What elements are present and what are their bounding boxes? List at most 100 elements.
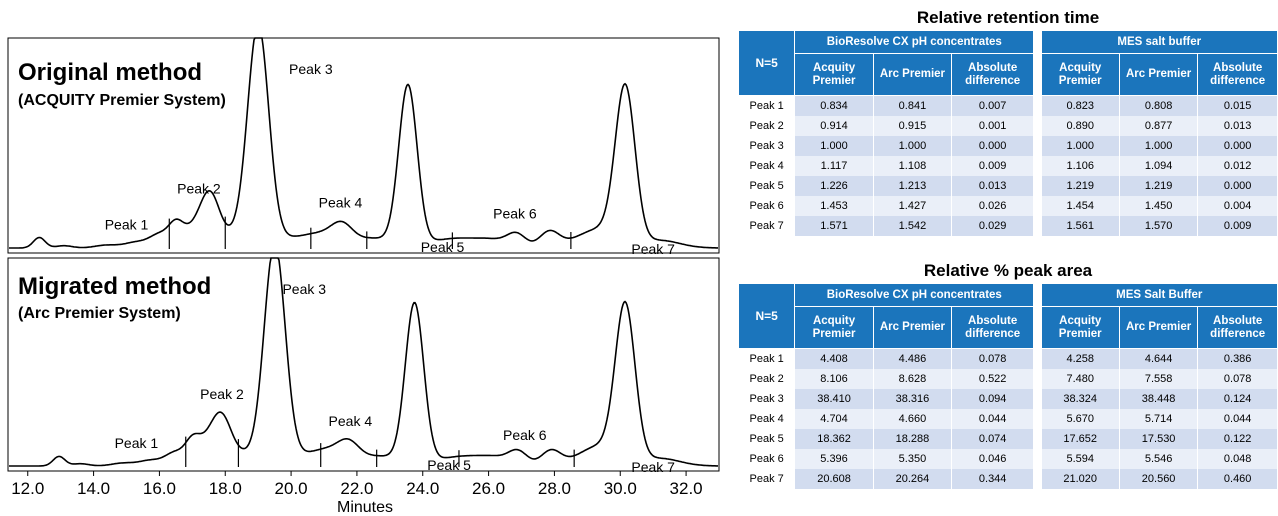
peak-label: Peak 1: [115, 435, 159, 451]
row-label: Peak 2: [737, 369, 796, 389]
table-cell: 4.704: [794, 409, 874, 429]
table-cell: 0.344: [951, 469, 1035, 489]
peak-label: Peak 7: [631, 459, 675, 475]
peak-label: Peak 6: [503, 427, 547, 443]
table-row: Peak 6 5.396 5.350 0.046 5.594 5.546 0.048: [737, 449, 1278, 469]
x-tick-label: 20.0: [275, 479, 308, 498]
row-label: Peak 7: [737, 469, 796, 489]
table-row: Peak 1 4.408 4.486 0.078 4.258 4.644 0.386: [737, 348, 1278, 369]
peak-label: Peak 6: [493, 205, 537, 221]
table-cell: 0.890: [1040, 116, 1120, 136]
chromatogram-trace: [9, 257, 718, 467]
table-cell: 4.258: [1040, 348, 1120, 369]
table-cell: 0.808: [1118, 95, 1199, 116]
panel-title-original: Original method: [18, 59, 202, 86]
table-corner: N=5: [737, 30, 796, 96]
table-cell: 0.048: [1197, 449, 1278, 469]
x-tick-label: 30.0: [604, 479, 637, 498]
x-tick-label: 28.0: [538, 479, 571, 498]
chromatogram-trace: [9, 37, 718, 249]
peak-area-table-block: Relative % peak area N=5 BioResolve CX p…: [737, 259, 1278, 489]
table-row: Peak 2 8.106 8.628 0.522 7.480 7.558 0.078: [737, 369, 1278, 389]
table-cell: 0.015: [1197, 95, 1278, 116]
peak-label: Peak 2: [177, 181, 221, 197]
table-cell: 38.448: [1118, 389, 1199, 409]
peak-label: Peak 4: [319, 194, 363, 210]
table-cell: 0.000: [1197, 136, 1278, 156]
table-cell: 5.546: [1118, 449, 1199, 469]
table-row: Peak 3 1.000 1.000 0.000 1.000 1.000 0.000: [737, 136, 1278, 156]
row-label: Peak 5: [737, 176, 796, 196]
table-cell: 0.000: [951, 136, 1035, 156]
table-cell: 0.078: [951, 348, 1035, 369]
table-cell: 0.044: [951, 409, 1035, 429]
table-cell: 17.652: [1040, 429, 1120, 449]
x-tick-label: 32.0: [670, 479, 703, 498]
row-label: Peak 3: [737, 136, 796, 156]
x-axis-title: Minutes: [337, 499, 393, 516]
row-label: Peak 2: [737, 116, 796, 136]
table-cell: 1.000: [794, 136, 874, 156]
x-tick-label: 26.0: [472, 479, 505, 498]
x-tick-label: 12.0: [11, 479, 44, 498]
x-tick-label: 24.0: [406, 479, 439, 498]
table-cell: 0.460: [1197, 469, 1278, 489]
table-cell: 1.117: [794, 156, 874, 176]
table-cell: 0.841: [872, 95, 953, 116]
subheader-absdiff: Absolute difference: [1197, 306, 1278, 349]
subheader-absdiff: Absolute difference: [1197, 53, 1278, 96]
peak-label: Peak 4: [329, 413, 373, 429]
table-cell: 1.571: [794, 216, 874, 236]
table-corner: N=5: [737, 283, 796, 349]
subheader-arc: Arc Premier: [1118, 53, 1199, 96]
table-cell: 8.628: [872, 369, 953, 389]
table-cell: 5.594: [1040, 449, 1120, 469]
panel-subtitle-migrated: (Arc Premier System): [18, 305, 181, 322]
row-label: Peak 6: [737, 196, 796, 216]
table-cell: 38.316: [872, 389, 953, 409]
row-label: Peak 1: [737, 348, 796, 369]
group-header-bioresolve: BioResolve CX pH concentrates: [794, 283, 1035, 307]
subheader-acquity: Acquity Premier: [1040, 53, 1120, 96]
x-tick-label: 18.0: [209, 479, 242, 498]
table-cell: 18.288: [872, 429, 953, 449]
table-row: Peak 7 1.571 1.542 0.029 1.561 1.570 0.009: [737, 216, 1278, 236]
plot-frame-original: [7, 37, 720, 254]
peak-label: Peak 7: [631, 241, 675, 257]
table-cell: 5.670: [1040, 409, 1120, 429]
table-cell: 1.000: [1118, 136, 1199, 156]
table-row: Peak 6 1.453 1.427 0.026 1.454 1.450 0.004: [737, 196, 1278, 216]
row-label: Peak 3: [737, 389, 796, 409]
table-cell: 17.530: [1118, 429, 1199, 449]
row-label: Peak 6: [737, 449, 796, 469]
table-cell: 1.106: [1040, 156, 1120, 176]
table-cell: 0.026: [951, 196, 1035, 216]
table-cell: 5.396: [794, 449, 874, 469]
table-cell: 5.714: [1118, 409, 1199, 429]
panel-title-migrated: Migrated method: [18, 273, 211, 300]
table-cell: 0.004: [1197, 196, 1278, 216]
subheader-arc: Arc Premier: [1118, 306, 1199, 349]
x-tick-label: 22.0: [340, 479, 373, 498]
table-cell: 0.029: [951, 216, 1035, 236]
table-cell: 1.219: [1118, 176, 1199, 196]
x-axis: 12.0 14.0 16.0 18.0 20.0 22.0 24.0 26.0 28.0 30.0…: [11, 471, 703, 498]
table-cell: 1.213: [872, 176, 953, 196]
chromatogram-panel-migrated: Migrated method (Arc Premier System) Pea…: [7, 257, 720, 475]
x-tick-label: 16.0: [143, 479, 176, 498]
table-cell: 1.570: [1118, 216, 1199, 236]
subheader-arc: Arc Premier: [872, 53, 953, 96]
table-cell: 0.009: [1197, 216, 1278, 236]
table-cell: 0.000: [1197, 176, 1278, 196]
table-cell: 4.660: [872, 409, 953, 429]
row-label: Peak 1: [737, 95, 796, 116]
table-cell: 21.020: [1040, 469, 1120, 489]
table-cell: 1.561: [1040, 216, 1120, 236]
group-header-mes: MES salt buffer: [1040, 30, 1278, 54]
plot-frame-migrated: [7, 257, 720, 472]
table-cell: 1.094: [1118, 156, 1199, 176]
subheader-acquity: Acquity Premier: [794, 306, 874, 349]
table-cell: 0.522: [951, 369, 1035, 389]
table-cell: 0.915: [872, 116, 953, 136]
table-cell: 18.362: [794, 429, 874, 449]
